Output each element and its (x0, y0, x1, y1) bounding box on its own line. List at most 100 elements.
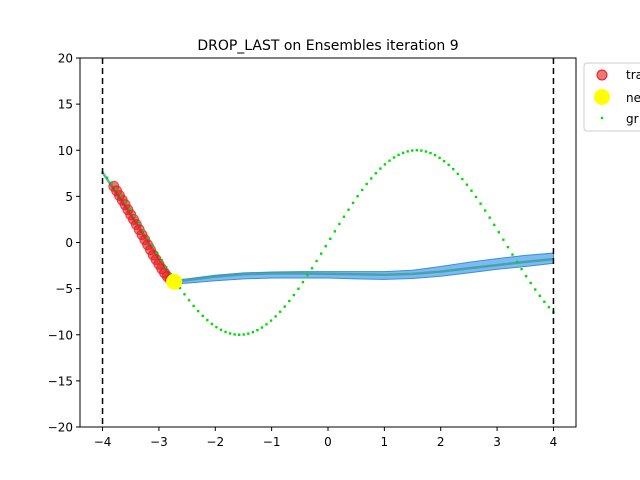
x-tick-label: 3 (493, 435, 501, 449)
ground-truth-point (156, 251, 159, 254)
ground-truth-point (256, 328, 259, 332)
ground-truth-point (306, 274, 309, 277)
ground-truth-point (201, 314, 204, 318)
ground-truth-point (247, 332, 250, 335)
y-tick-label: −20 (48, 421, 73, 435)
ground-truth-point (497, 231, 500, 234)
ground-truth-point (401, 151, 405, 155)
ground-truth-point (342, 215, 346, 218)
x-axis: −4 −3 −2 −1 0 1 2 3 4 (94, 427, 557, 449)
ground-truth-point (233, 333, 236, 336)
ground-truth-point (283, 305, 286, 308)
legend-marker-new (594, 89, 610, 105)
ground-truth-point (124, 200, 127, 204)
ground-truth-point (406, 150, 409, 153)
ground-truth-point (187, 299, 191, 302)
ground-truth-point (515, 260, 519, 264)
legend-label: gr (626, 112, 639, 126)
y-tick-label: 10 (58, 144, 73, 158)
x-tick-label: 0 (324, 435, 332, 449)
ground-truth-point (151, 244, 154, 247)
ground-truth-point (429, 151, 432, 155)
ground-truth-point (442, 159, 446, 163)
y-tick-label: 15 (58, 98, 73, 112)
ground-truth-point (315, 259, 318, 263)
ground-truth-point (506, 245, 510, 249)
ground-truth-point (310, 267, 314, 270)
legend-label: ne (626, 91, 640, 105)
legend-label: tra (626, 68, 640, 82)
ground-truth-point (301, 280, 305, 284)
ground-truth-point (383, 163, 387, 166)
ground-truth-point (360, 188, 364, 192)
ground-truth-point (196, 309, 200, 313)
ground-truth-point (119, 194, 122, 197)
ground-truth-point (128, 207, 132, 211)
ground-truth-point (397, 153, 400, 157)
ground-truth-point (338, 222, 341, 226)
ground-truth-point (224, 330, 227, 334)
ground-truth-point (206, 318, 209, 322)
ground-truth-point (329, 237, 332, 240)
ground-truth-point (133, 214, 136, 218)
ground-truth-point (543, 300, 546, 303)
axes-frame (79, 57, 577, 428)
ground-truth-point (260, 326, 264, 329)
x-tick-label: 1 (381, 435, 389, 449)
ground-truth-point (115, 188, 118, 191)
y-tick-label: −10 (48, 328, 73, 342)
ground-truth-point (215, 325, 218, 329)
ground-truth-point (178, 286, 182, 290)
ground-truth-point (347, 208, 350, 211)
y-tick-label: −5 (55, 282, 73, 296)
ground-truth-point (160, 258, 163, 262)
ground-truth-point (488, 216, 491, 219)
ground-truth-point (265, 323, 268, 326)
y-tick-label: 5 (65, 190, 73, 204)
x-tick-label: −1 (263, 435, 281, 449)
ground-truth-point (356, 195, 359, 198)
new-point (166, 273, 183, 290)
ground-truth-point (438, 156, 441, 160)
ground-truth-point (324, 245, 327, 248)
ground-truth-point (547, 306, 551, 309)
ground-truth-point (105, 176, 109, 179)
ground-truth-point (411, 149, 414, 152)
ground-truth-point (452, 167, 455, 171)
ground-truth-point (192, 304, 195, 308)
ground-truth-point (474, 195, 478, 199)
ground-truth-point (370, 177, 373, 180)
legend: tra ne gr (583, 62, 640, 132)
ground-truth-point (456, 172, 460, 176)
x-tick-label: 2 (437, 435, 445, 449)
ground-truth-point (470, 189, 473, 192)
legend-box (583, 62, 640, 132)
ground-truth-point (278, 310, 282, 313)
ground-truth-point (297, 287, 300, 290)
ground-truth-point (479, 202, 482, 205)
ground-truth-point (210, 322, 214, 326)
ground-truth-point (529, 281, 532, 285)
ground-truth-point (288, 299, 291, 303)
ground-truth-point (251, 330, 255, 334)
ground-truth-point (142, 229, 145, 232)
ground-truth-point (183, 293, 186, 296)
ground-truth-point (379, 167, 382, 170)
ground-truth-point (110, 182, 113, 185)
ground-truth-point (146, 236, 150, 240)
ground-truth-point (237, 333, 241, 336)
ground-truth-point (333, 230, 337, 233)
y-tick-label: 20 (58, 52, 73, 66)
y-tick-label: 0 (65, 236, 73, 250)
y-axis: −20 −15 −10 −5 0 5 10 15 20 (48, 52, 80, 435)
ground-truth-point (388, 159, 391, 162)
ground-truth-point (447, 163, 450, 167)
ground-truth-point (319, 252, 323, 255)
ground-truth-point (365, 182, 368, 186)
ground-truth-point (424, 150, 428, 153)
legend-marker-ground-truth (600, 116, 604, 120)
ground-truth-point (415, 149, 419, 152)
ground-truth-point (292, 293, 296, 297)
ground-truth-point (420, 149, 423, 152)
